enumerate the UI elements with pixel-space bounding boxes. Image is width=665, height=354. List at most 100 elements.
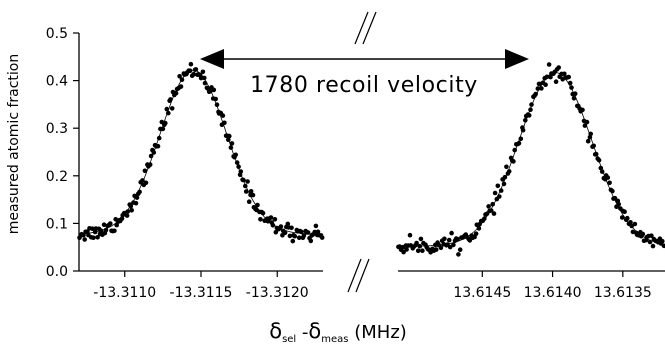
data-point — [473, 231, 479, 236]
data-point — [619, 215, 625, 220]
data-point — [562, 71, 567, 77]
x-axis-title-sub-2: meas — [321, 334, 348, 345]
data-point — [501, 181, 507, 187]
data-point — [543, 82, 548, 87]
data-point — [593, 151, 599, 157]
data-point — [492, 190, 498, 196]
data-point — [495, 183, 501, 189]
data-point — [548, 74, 553, 80]
arrow-head-left — [200, 49, 224, 69]
data-point — [649, 233, 654, 238]
data-point — [260, 210, 266, 216]
data-point — [456, 252, 461, 257]
data-point — [188, 61, 194, 67]
data-point — [173, 90, 179, 96]
y-axis-title: measured atomic fraction — [6, 54, 22, 234]
x-tick-label: 13.6145 — [453, 285, 511, 301]
data-point — [553, 79, 559, 84]
data-point — [151, 150, 157, 155]
data-point — [598, 165, 604, 171]
x-tick-label: -13.3110 — [93, 285, 156, 301]
data-point — [415, 248, 421, 254]
data-point — [588, 131, 593, 137]
data-point — [241, 177, 246, 183]
data-point — [273, 230, 279, 235]
data-point — [610, 188, 615, 194]
x-tick-label: 13.6135 — [594, 285, 652, 301]
annotation-text: 1780 recoil velocity — [250, 73, 478, 98]
data-point — [187, 68, 193, 73]
data-point — [523, 118, 528, 123]
x-axis-title: δsel -δmeas (MHz) — [269, 319, 407, 345]
x-axis-title-unit: (MHz) — [349, 322, 407, 343]
data-point — [401, 249, 406, 255]
data-point — [125, 209, 131, 214]
data-point — [584, 119, 590, 125]
x-axis-title-delta-2: δ — [308, 319, 321, 343]
data-point — [246, 199, 252, 204]
data-point — [567, 80, 573, 86]
data-point — [168, 97, 173, 102]
x-axis-title-delta-1: δ — [269, 319, 282, 343]
data-point — [451, 242, 456, 248]
data-point — [142, 168, 148, 174]
data-point — [166, 110, 171, 116]
data-point — [404, 247, 409, 252]
data-point — [255, 202, 260, 208]
data-point — [234, 160, 240, 165]
x-tick-label: -13.3115 — [170, 285, 233, 301]
data-point — [569, 85, 574, 90]
data-point — [228, 145, 234, 150]
data-point — [222, 120, 227, 126]
data-point — [191, 71, 196, 77]
data-point — [245, 179, 250, 184]
data-point — [179, 77, 185, 82]
data-point — [661, 243, 665, 249]
data-point — [640, 231, 646, 237]
data-point — [418, 236, 424, 242]
data-point — [539, 86, 544, 91]
data-point — [546, 62, 552, 67]
data-point — [178, 84, 184, 89]
data-point — [202, 75, 207, 81]
data-point — [526, 113, 532, 118]
data-point — [268, 215, 274, 220]
data-point — [571, 96, 577, 101]
data-point — [556, 65, 561, 70]
data-point — [258, 217, 263, 222]
y-tick-label: 0.5 — [46, 26, 68, 42]
data-point — [164, 106, 170, 112]
data-point — [512, 147, 517, 153]
data-point — [647, 239, 653, 245]
data-point — [299, 229, 304, 235]
data-point — [591, 143, 596, 149]
data-point — [529, 102, 534, 107]
data-point — [506, 169, 512, 174]
data-point — [292, 233, 298, 239]
data-point — [137, 189, 142, 195]
data-point — [498, 188, 504, 193]
data-point — [233, 152, 238, 158]
data-point — [160, 126, 166, 132]
data-point — [497, 194, 502, 199]
data-point — [632, 221, 638, 227]
data-point — [95, 235, 100, 240]
y-tick-label: 0.4 — [46, 74, 68, 90]
data-point — [533, 91, 538, 97]
y-tick-label: 0.3 — [46, 121, 68, 137]
data-point — [248, 189, 254, 194]
axis-break-mark-top — [362, 11, 377, 45]
data-point — [289, 225, 294, 231]
data-point — [566, 74, 571, 80]
data-point — [616, 202, 621, 207]
x-axis-title-sub-1: sel — [282, 334, 296, 345]
axis-break-mark-bottom — [355, 258, 370, 293]
data-point — [447, 244, 453, 250]
data-point — [143, 180, 149, 186]
data-point — [82, 237, 87, 242]
data-point — [308, 238, 314, 244]
data-point — [417, 243, 423, 249]
data-point — [605, 175, 611, 180]
data-point — [442, 236, 447, 242]
data-point — [243, 189, 249, 194]
